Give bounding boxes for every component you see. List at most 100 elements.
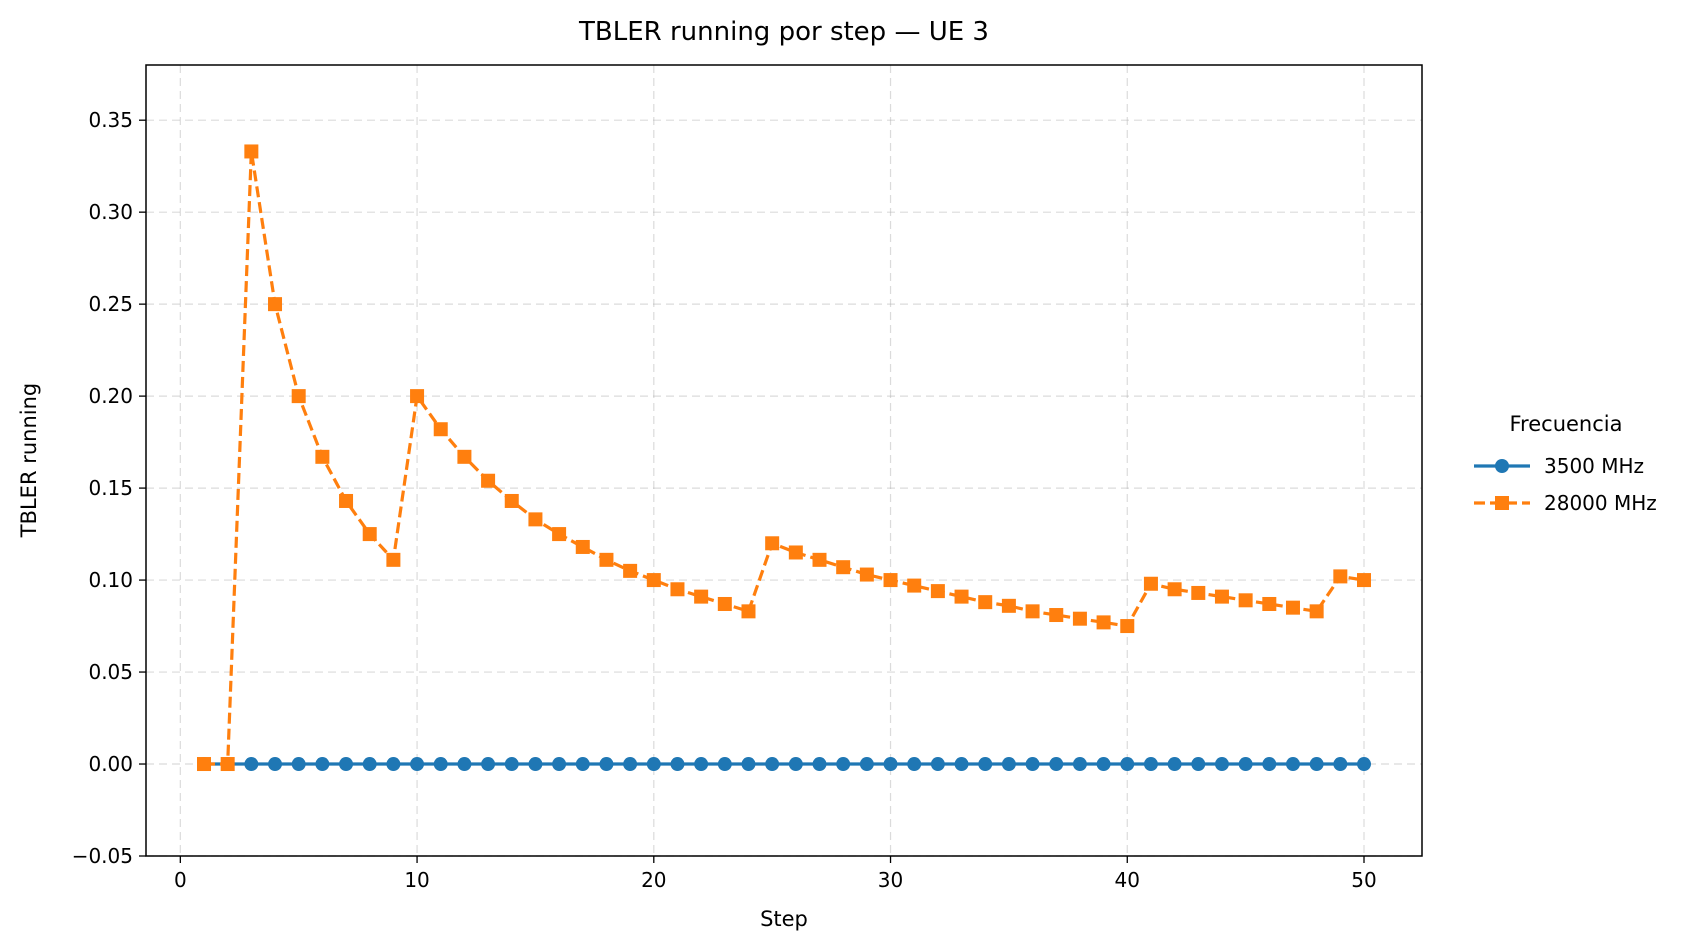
data-point — [1001, 757, 1016, 772]
data-point — [599, 552, 614, 567]
data-point — [907, 578, 922, 593]
x-tick-label: 30 — [878, 868, 903, 892]
data-point — [1238, 757, 1253, 772]
data-point — [1191, 757, 1206, 772]
legend: Frecuencia 3500 MHz 28000 MHz — [1474, 412, 1657, 515]
y-tick-label: 0.15 — [88, 476, 133, 500]
data-point — [1096, 615, 1111, 630]
data-point — [410, 389, 425, 404]
data-point — [291, 757, 306, 772]
data-point — [1143, 757, 1158, 772]
data-point — [315, 757, 330, 772]
data-point — [599, 757, 614, 772]
data-point — [859, 567, 874, 582]
y-tick-label: 0.00 — [88, 752, 133, 776]
data-point — [859, 757, 874, 772]
data-point — [197, 757, 211, 772]
data-point — [1262, 757, 1277, 772]
data-point — [1285, 757, 1300, 772]
series-1 — [197, 144, 1371, 772]
data-point — [1049, 757, 1064, 772]
data-point — [552, 527, 567, 542]
x-tick-label: 20 — [641, 868, 666, 892]
data-point — [907, 757, 922, 772]
data-point — [836, 757, 851, 772]
data-point — [386, 552, 401, 567]
data-point — [670, 757, 685, 772]
data-point — [717, 596, 732, 611]
legend-swatch-marker — [1495, 459, 1509, 473]
data-point — [812, 552, 827, 567]
data-point — [694, 589, 709, 604]
data-point — [291, 389, 306, 404]
data-point — [1309, 604, 1324, 619]
data-point — [812, 757, 827, 772]
data-point — [1072, 757, 1087, 772]
data-point — [244, 757, 259, 772]
data-point — [504, 493, 519, 508]
data-point — [528, 512, 543, 527]
data-point — [1049, 608, 1064, 623]
data-point — [1309, 757, 1324, 772]
x-tick-label: 50 — [1351, 868, 1376, 892]
data-point — [883, 757, 898, 772]
data-point — [1262, 596, 1277, 611]
chart-title: TBLER running por step — UE 3 — [578, 17, 989, 47]
data-point — [410, 757, 425, 772]
y-tick-label: 0.25 — [88, 292, 133, 316]
legend-label: 3500 MHz — [1544, 454, 1644, 478]
data-point — [481, 473, 496, 488]
series-0 — [197, 757, 1371, 772]
data-point — [954, 757, 969, 772]
data-point — [788, 545, 803, 560]
y-tick-label: 0.35 — [88, 108, 133, 132]
data-point — [315, 449, 330, 464]
y-tick-label: 0.30 — [88, 200, 133, 224]
data-point — [954, 589, 969, 604]
data-point — [244, 144, 259, 159]
y-tick-label: −0.05 — [72, 844, 133, 868]
x-tick-label: 40 — [1115, 868, 1140, 892]
data-point — [339, 493, 354, 508]
data-point — [362, 527, 377, 542]
data-point — [741, 757, 756, 772]
grid-layer — [146, 65, 1422, 857]
legend-entry-1: 28000 MHz — [1474, 491, 1657, 515]
data-point — [1285, 600, 1300, 615]
y-tick-label: 0.10 — [88, 568, 133, 592]
data-point — [386, 757, 401, 772]
data-point — [1333, 569, 1348, 584]
legend-entries: 3500 MHz 28000 MHz — [1474, 454, 1657, 515]
legend-swatch-marker — [1495, 496, 1509, 510]
data-point — [741, 604, 756, 619]
x-tick-label: 0 — [174, 868, 187, 892]
data-point — [575, 757, 590, 772]
data-point — [1357, 573, 1371, 588]
data-point — [694, 757, 709, 772]
data-point — [1167, 757, 1182, 772]
data-point — [1214, 589, 1229, 604]
data-point — [1333, 757, 1348, 772]
data-point — [268, 297, 283, 312]
y-axis-label: TBLER running — [17, 383, 41, 539]
tick-layer: 0 10 20 30 40 50 −0.05 0.00 0.05 0.10 0.15 0.20 0.25… — [72, 108, 1377, 892]
series-layer — [197, 144, 1371, 772]
data-point — [1120, 757, 1135, 772]
data-point — [670, 582, 685, 597]
legend-title: Frecuencia — [1510, 412, 1623, 436]
data-point — [481, 757, 496, 772]
data-point — [220, 757, 235, 772]
data-point — [1025, 604, 1040, 619]
data-point — [528, 757, 543, 772]
data-point — [504, 757, 519, 772]
data-point — [930, 584, 945, 599]
data-point — [646, 757, 661, 772]
data-point — [1120, 619, 1135, 634]
legend-entry-0: 3500 MHz — [1474, 454, 1644, 478]
data-point — [930, 757, 945, 772]
data-point — [623, 757, 638, 772]
data-point — [1214, 757, 1229, 772]
data-point — [1167, 582, 1182, 597]
data-point — [788, 757, 803, 772]
